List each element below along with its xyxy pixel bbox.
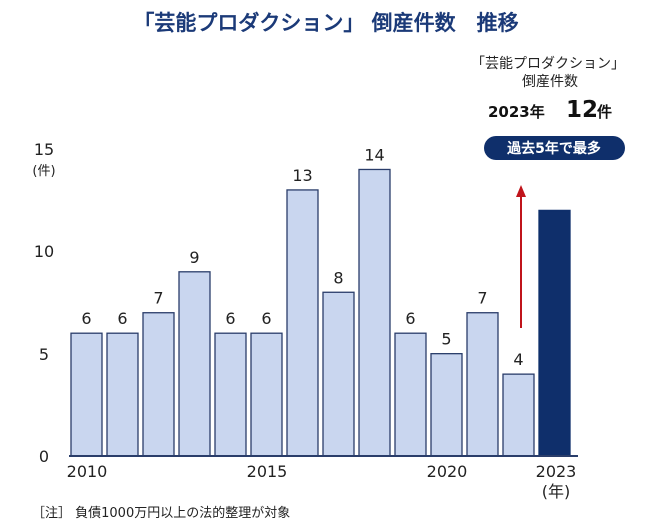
callout-year: 2023年 <box>488 103 545 121</box>
y-tick-0: 0 <box>39 447 49 466</box>
y-axis-unit: (件) <box>32 164 55 179</box>
callout-line1: 「芸能プロダクション」 <box>471 56 625 72</box>
bar-2010 <box>70 332 103 457</box>
x-axis-unit: (年) <box>542 482 571 501</box>
bar-2022 <box>502 373 535 457</box>
callout-line2: 倒産件数 <box>522 74 578 90</box>
chart-title: 「芸能プロダクション」 倒産件数 推移 <box>133 11 518 35</box>
x-tick-2023: 2023 <box>536 462 577 481</box>
data-label-2022: 4 <box>513 350 523 369</box>
bar-2018 <box>358 168 391 457</box>
data-label-2017: 8 <box>333 268 343 287</box>
data-label-2021: 7 <box>477 289 487 308</box>
data-label-2016: 13 <box>292 166 312 185</box>
data-label-2013: 9 <box>189 248 199 267</box>
bar-2013 <box>178 271 211 457</box>
y-tick-5: 5 <box>39 345 49 364</box>
y-tick-10: 10 <box>34 242 54 261</box>
data-label-2011: 6 <box>117 309 127 328</box>
bar-2020 <box>430 353 463 457</box>
bar-2023 <box>538 209 571 457</box>
data-label-2018: 14 <box>364 145 384 164</box>
data-label-2010: 6 <box>81 309 91 328</box>
bar-2011 <box>106 332 139 457</box>
callout-unit: 件 <box>597 103 612 121</box>
bar-2019 <box>394 332 427 457</box>
bar-2017 <box>322 291 355 457</box>
x-tick-2010: 2010 <box>67 462 108 481</box>
badge-text: 過去5年で最多 <box>506 140 601 157</box>
bar-2021 <box>466 312 499 457</box>
badge <box>484 136 625 160</box>
footnote: ［注］ 負債1000万円以上の法的整理が対象 <box>32 505 290 521</box>
x-tick-2020: 2020 <box>427 462 468 481</box>
data-label-2015: 6 <box>261 309 271 328</box>
x-tick-2015: 2015 <box>247 462 288 481</box>
data-label-2012: 7 <box>153 289 163 308</box>
bar-2014 <box>214 332 247 457</box>
bar-2015 <box>250 332 283 457</box>
callout-value: 12 <box>566 97 598 123</box>
bar-2016 <box>286 189 319 457</box>
bar-2012 <box>142 312 175 457</box>
y-tick-15: 15 <box>34 140 54 159</box>
data-label-2014: 6 <box>225 309 235 328</box>
data-label-2019: 6 <box>405 309 415 328</box>
arrow-head-icon <box>516 185 526 197</box>
data-label-2020: 5 <box>441 330 451 349</box>
